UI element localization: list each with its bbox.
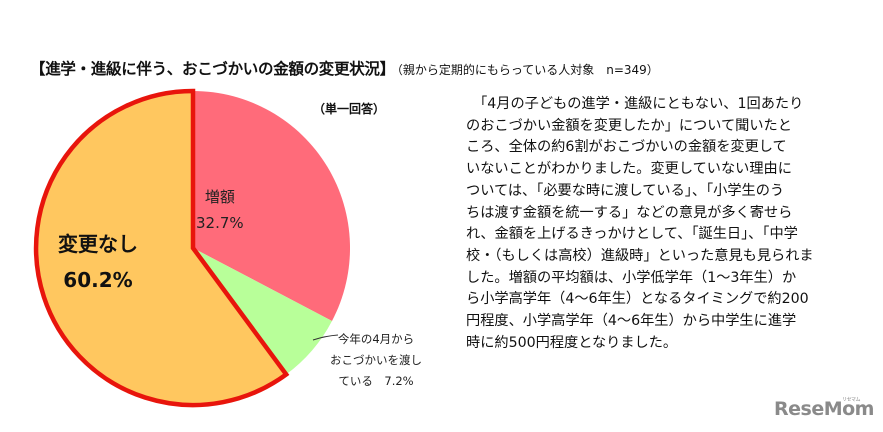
description-text: 「4月の子どもの進学・進級にともない、1回あたり のおこづかい金額を変更したか」… — [466, 94, 866, 354]
description-line: ついては、「必要な時に渡している」、「小学生のう — [466, 182, 785, 199]
description-line: れ、金額を上げるきっかけとして、「誕生日」、「中学 — [466, 226, 798, 243]
description-line: ら小学高学年（4～6年生）となるタイミングで約200 — [466, 291, 809, 308]
description-line: のおこづかい金額を変更したか」について聞いたと — [466, 117, 792, 134]
label-no-change-name: 変更なし — [58, 232, 138, 256]
description-line: した。増額の平均額は、小学低学年（1～3年生）か — [466, 269, 797, 286]
description-line: ちは渡す金額を統一する」などの意見が多く寄せら — [466, 204, 793, 221]
label-no-change: 変更なし 60.2% — [58, 226, 138, 298]
answer-type-note: （単一回答） — [313, 102, 386, 116]
description-line: ころ、全体の約6割がおこづかいの金額を変更して — [466, 139, 787, 156]
description-line: 円程度、小学高学年（4～6年生）から中学生に進学 — [466, 313, 797, 330]
logo-text: ReseMom — [774, 398, 874, 420]
pie-slice-increase — [193, 91, 351, 321]
logo-kana: リセマム — [841, 397, 861, 403]
label-started-line1: 今年の4月から — [337, 332, 415, 346]
chart-title: 【進学・進級に伴う、おこづかいの金額の変更状況】 （親から定期的にもらっている人対… — [30, 57, 659, 79]
chart-title-main: 【進学・進級に伴う、おこづかいの金額の変更状況】 — [30, 60, 395, 78]
description-line: 「4月の子どもの進学・進級にともない、1回あたり — [466, 96, 804, 112]
description-line: いないことがわかりました。変更していない理由に — [466, 161, 792, 178]
resemom-logo: ReseMom リセマム — [774, 397, 874, 420]
label-started: 今年の4月から おこづかいを渡し ている 7.2% — [330, 329, 422, 392]
label-started-line2: おこづかいを渡し — [330, 353, 422, 367]
label-increase-value: 32.7% — [196, 214, 244, 232]
label-increase: 増額 32.7% — [196, 184, 244, 236]
leader-line — [312, 334, 339, 341]
pie-slice-no-change — [33, 88, 290, 408]
label-increase-name: 増額 — [204, 188, 235, 206]
description-line: 時に約500円程度となりました。 — [466, 334, 678, 351]
chart-title-sub: （親から定期的にもらっている人対象 n=349） — [396, 63, 659, 77]
label-started-line3: ている 7.2% — [338, 374, 414, 388]
pie-slice-started — [193, 248, 332, 375]
description-line: 校・（もしくは高校）進級時」といった意見も見られま — [466, 247, 814, 264]
label-no-change-value: 60.2% — [63, 268, 133, 292]
